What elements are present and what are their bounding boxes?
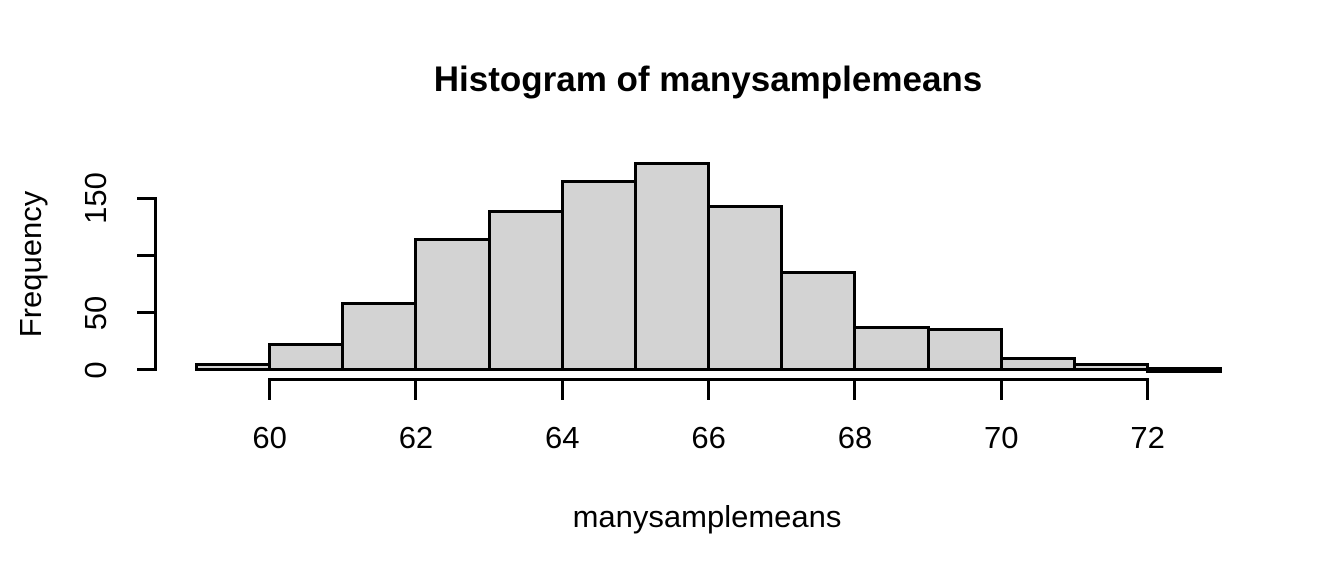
x-tick — [560, 378, 564, 400]
y-tick-label: 150 — [78, 172, 113, 225]
x-tick-label: 68 — [837, 420, 873, 455]
x-tick-label: 62 — [398, 420, 434, 455]
x-tick — [707, 378, 711, 400]
y-tick-label: 0 — [78, 361, 113, 379]
histogram-bar — [268, 343, 345, 372]
histogram-bar — [707, 204, 784, 372]
histogram-bar — [414, 237, 491, 372]
x-tick — [1146, 378, 1150, 400]
histogram-bar — [999, 356, 1076, 372]
x-tick-label: 66 — [691, 420, 726, 455]
x-tick-label: 60 — [252, 420, 287, 455]
x-tick — [268, 378, 272, 400]
x-tick-label: 72 — [1130, 420, 1165, 455]
histogram-bar — [633, 162, 711, 372]
x-tick-label: 70 — [984, 420, 1019, 455]
x-tick — [414, 378, 418, 400]
x-tick-label: 64 — [545, 420, 580, 455]
histogram-bar — [1146, 367, 1223, 374]
y-tick — [137, 368, 155, 372]
histogram-bar — [560, 179, 637, 372]
histogram-bar — [194, 362, 272, 372]
y-axis-label: Frequency — [13, 190, 48, 338]
histogram-bar — [341, 301, 418, 372]
x-tick — [999, 378, 1003, 400]
histogram-bar — [926, 328, 1003, 372]
histogram-bar — [853, 325, 930, 372]
histogram-bar — [487, 210, 564, 372]
chart-title: Histogram of manysamplemeans — [433, 60, 983, 99]
y-tick — [137, 196, 155, 200]
y-tick — [137, 311, 155, 315]
y-tick-label: 50 — [78, 295, 113, 330]
x-tick — [853, 378, 857, 400]
y-axis-line — [153, 196, 157, 372]
x-axis-label: manysamplemeans — [572, 499, 842, 534]
histogram-bar — [780, 271, 857, 372]
histogram-bar — [1072, 362, 1150, 372]
y-tick — [137, 253, 155, 257]
